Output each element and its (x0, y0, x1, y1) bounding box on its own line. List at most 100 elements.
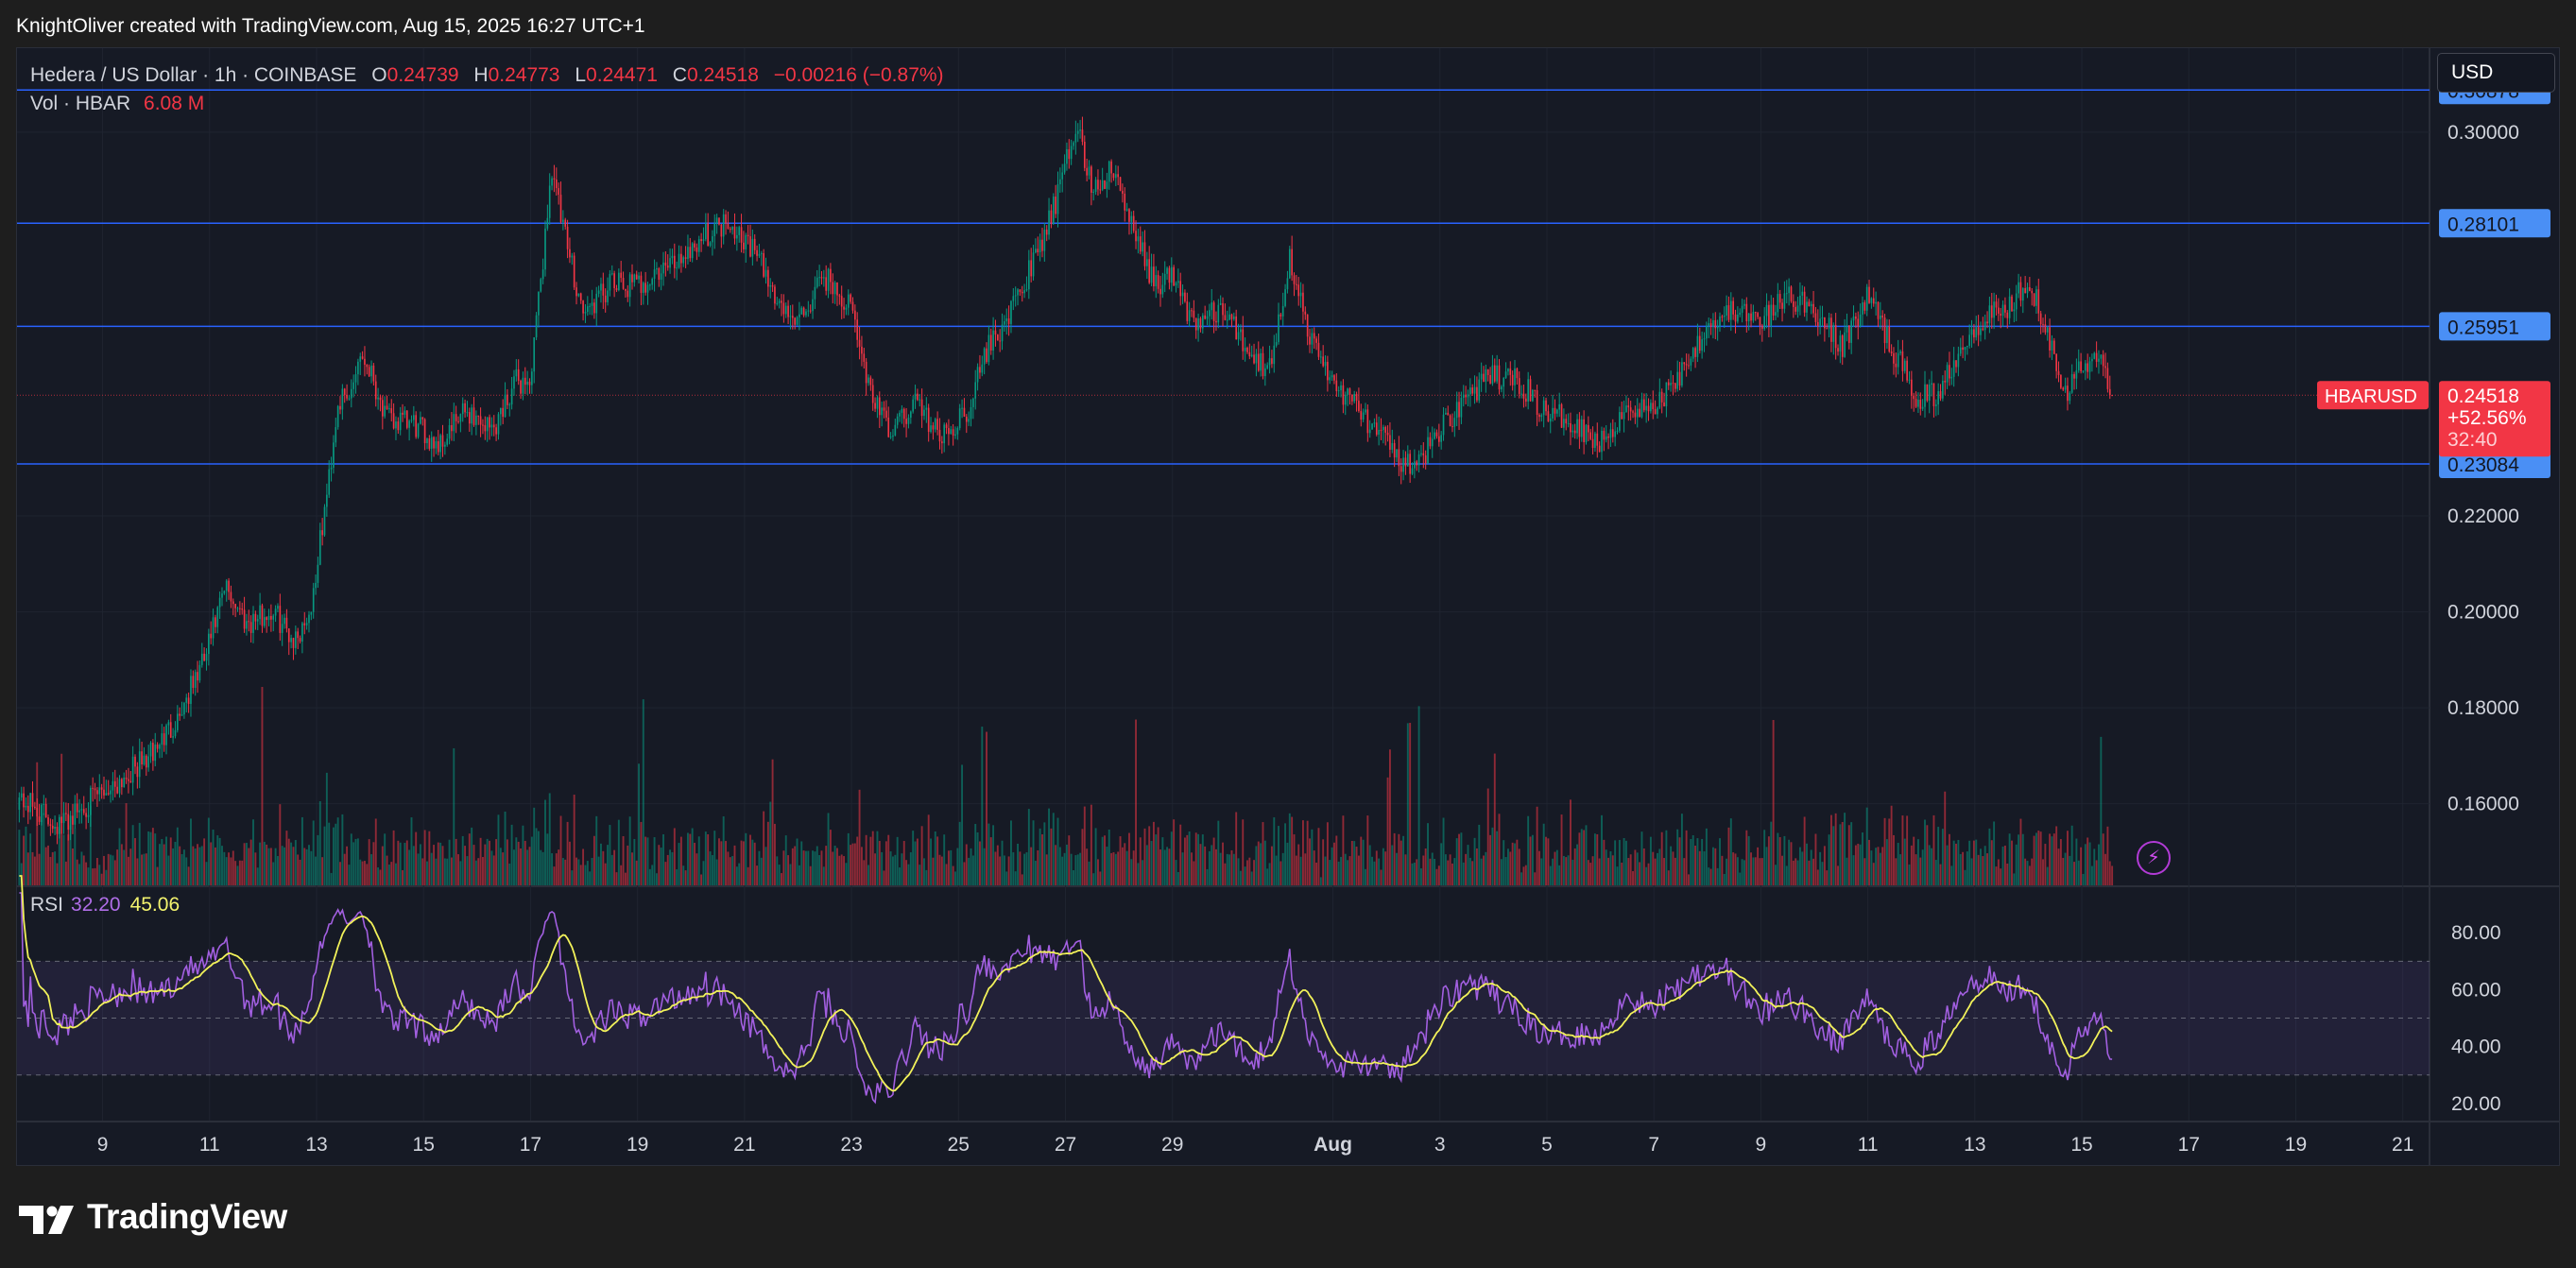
volume-bar (1649, 836, 1652, 885)
candle-body (1770, 304, 1773, 326)
candle-body (1032, 252, 1035, 277)
candle-body (861, 346, 863, 354)
candle-body (1629, 407, 1632, 412)
volume-bar (1208, 850, 1211, 885)
volume-bar (1458, 833, 1460, 885)
volume-bar (2082, 873, 2085, 885)
candle-body (1081, 129, 1084, 142)
volume-bar (1826, 870, 1829, 885)
tradingview-logo-icon (19, 1203, 76, 1234)
candle-body (1886, 326, 1888, 344)
volume-bar (1491, 827, 1494, 885)
candle-body (468, 412, 471, 424)
candle-body (1306, 314, 1309, 337)
candle-body (1560, 403, 1563, 428)
volume-bar (1667, 870, 1670, 885)
volume-bar (749, 834, 751, 885)
level-badge-label: 0.23084 (2447, 454, 2519, 476)
lightning-bolt-icon[interactable]: ⚡ (2137, 841, 2171, 875)
candle-body (1793, 300, 1795, 307)
volume-bar (212, 830, 215, 885)
candle-body (2088, 361, 2091, 372)
volume-bar (1690, 838, 1692, 885)
volume-bar (631, 852, 633, 885)
candle-body (805, 311, 807, 316)
candle-body (776, 302, 779, 304)
candle-body (277, 606, 279, 609)
candle-body (575, 287, 577, 297)
level-badge-label: 0.28101 (2447, 214, 2519, 235)
candle-body (459, 414, 462, 422)
volume-bar (1603, 839, 1606, 885)
rsi-label[interactable]: RSI (30, 894, 64, 916)
volume-bar (1972, 840, 1975, 885)
chart-frame[interactable]: 0.300000.220000.200000.180000.160000.308… (16, 47, 2560, 1166)
volume-bar (1834, 813, 1837, 885)
volume-bar (1186, 834, 1189, 885)
candle-body (174, 729, 177, 737)
chart-canvas[interactable]: 0.300000.220000.200000.180000.160000.308… (17, 48, 2559, 1165)
volume-bar (390, 862, 393, 885)
volume-bar (131, 825, 134, 885)
candle-body (1153, 266, 1155, 287)
candle-body (618, 272, 620, 291)
symbol-name[interactable]: Hedera / US Dollar · 1h · COINBASE (30, 64, 357, 86)
volume-bar (1404, 854, 1407, 885)
volume-bar (64, 861, 67, 885)
candle-body (1828, 317, 1830, 329)
candle-body (1353, 393, 1356, 402)
volume-bar (179, 846, 181, 885)
volume-bar (1716, 867, 1719, 885)
volume-bar (1143, 828, 1146, 885)
candle-body (1652, 403, 1655, 410)
candle-body (492, 424, 495, 428)
volume-bar (753, 842, 756, 885)
candle-body (1373, 422, 1376, 424)
candle-body (1092, 192, 1095, 194)
volume-bar (1021, 874, 1023, 885)
volume-bar (1839, 824, 1842, 885)
candle-body (825, 277, 828, 291)
candle-body (1313, 333, 1315, 339)
candle-body (1959, 347, 1962, 354)
volume-bar (558, 849, 560, 885)
volume-bar (318, 800, 321, 885)
candle-body (689, 247, 692, 259)
candle-body (1570, 422, 1571, 433)
currency-selector[interactable]: USD (2437, 53, 2555, 93)
volume-bar (919, 865, 921, 885)
candle-body (948, 428, 950, 435)
candle-body (778, 300, 781, 303)
candle-body (1660, 391, 1663, 403)
candle-body (448, 424, 451, 439)
candle-body (315, 582, 317, 589)
volume-bar (1672, 851, 1674, 885)
volume-bar (1504, 857, 1507, 885)
volume-bar (1598, 858, 1601, 885)
volume-bar (1852, 855, 1855, 885)
candle-body (270, 615, 272, 620)
volume-label[interactable]: Vol · HBAR (30, 93, 131, 114)
tradingview-logo[interactable]: TradingView (19, 1197, 287, 1236)
volume-bar (2042, 859, 2044, 885)
volume-bar (1741, 859, 1743, 885)
volume-bar (747, 866, 749, 885)
candle-body (2082, 370, 2085, 372)
volume-bar (1642, 848, 1645, 885)
candle-body (1166, 267, 1168, 274)
candle-body (1824, 317, 1826, 329)
candle-body (1017, 289, 1019, 296)
date-tick-label: 13 (305, 1134, 327, 1156)
volume-bar (1798, 847, 1801, 885)
volume-bar (1795, 858, 1797, 885)
volume-bar (1112, 851, 1115, 885)
volume-bar (1179, 824, 1182, 885)
volume-bar (1538, 850, 1540, 885)
candle-body (1473, 386, 1476, 394)
candle-body (1146, 259, 1148, 266)
volume-bar (540, 849, 542, 885)
last-price-change: +52.56% (2447, 407, 2527, 429)
candle-body (656, 267, 658, 270)
rsi-ma-line (19, 875, 2113, 1092)
candle-body (1255, 353, 1258, 364)
